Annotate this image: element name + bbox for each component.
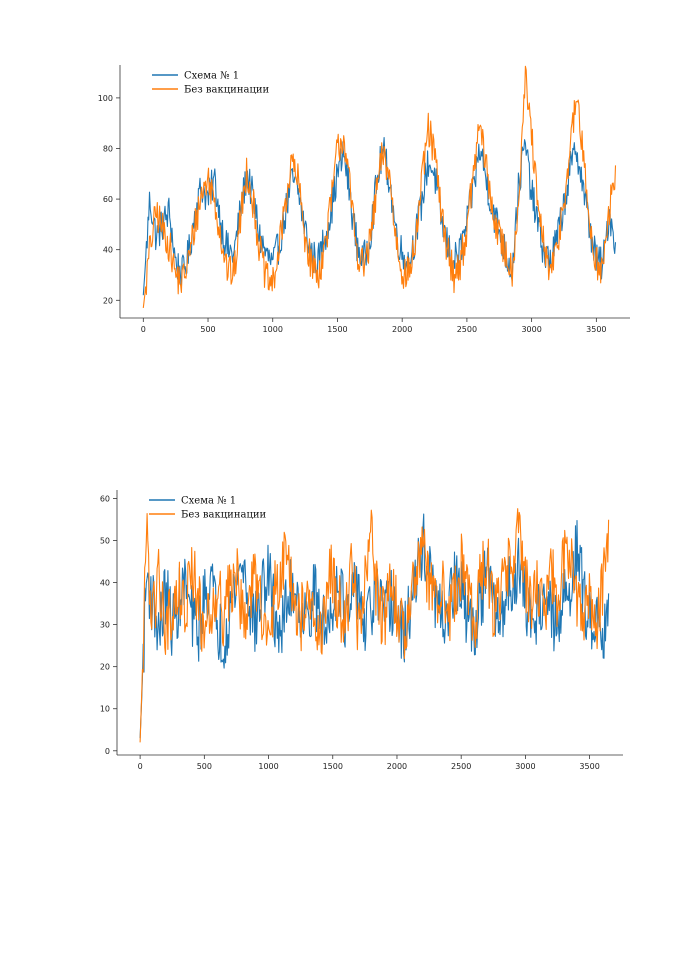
chart-2: 0 10 20 30 40 50 60 0 500 1000 1500 2000 2500 3000 350… <box>100 490 623 771</box>
x-tick-label: 2500 <box>457 325 477 334</box>
x-tick-label: 0 <box>141 325 146 334</box>
x-tick-label: 1500 <box>327 325 347 334</box>
y-tick-label: 100 <box>98 94 113 103</box>
legend-label: Без вакцинации <box>184 85 270 96</box>
y-tick-label: 40 <box>103 246 113 255</box>
x-tick-label: 3500 <box>579 762 599 771</box>
x-tick-label: 500 <box>200 325 215 334</box>
series-line-2 <box>139 508 610 743</box>
y-tick-label: 20 <box>103 296 113 305</box>
x-tick-label: 2000 <box>387 762 407 771</box>
x-tick-label: 1000 <box>258 762 278 771</box>
x-tick-label: 1500 <box>323 762 343 771</box>
x-tick-label: 2000 <box>392 325 412 334</box>
x-tick-label: 2500 <box>451 762 471 771</box>
x-tick-label: 3500 <box>586 325 606 334</box>
series-line-1 <box>142 136 617 296</box>
y-tick-label: 20 <box>100 663 110 672</box>
y-tick-label: 0 <box>105 747 110 756</box>
y-tick-label: 60 <box>103 195 113 204</box>
legend-label: Схема № 1 <box>184 71 239 82</box>
y-tick-label: 80 <box>103 144 113 153</box>
legend-label: Схема № 1 <box>181 496 236 507</box>
y-tick-label: 40 <box>100 579 110 588</box>
x-tick-label: 0 <box>138 762 143 771</box>
series-line-2 <box>142 65 617 308</box>
x-tick-label: 3000 <box>515 762 535 771</box>
x-tick-label: 1000 <box>263 325 283 334</box>
y-tick-label: 50 <box>100 536 110 545</box>
y-tick-label: 30 <box>100 621 110 630</box>
y-tick-label: 60 <box>100 494 110 503</box>
legend-label: Без вакцинации <box>181 510 267 521</box>
x-tick-label: 500 <box>197 762 212 771</box>
y-tick-label: 10 <box>100 705 110 714</box>
x-tick-label: 3000 <box>521 325 541 334</box>
